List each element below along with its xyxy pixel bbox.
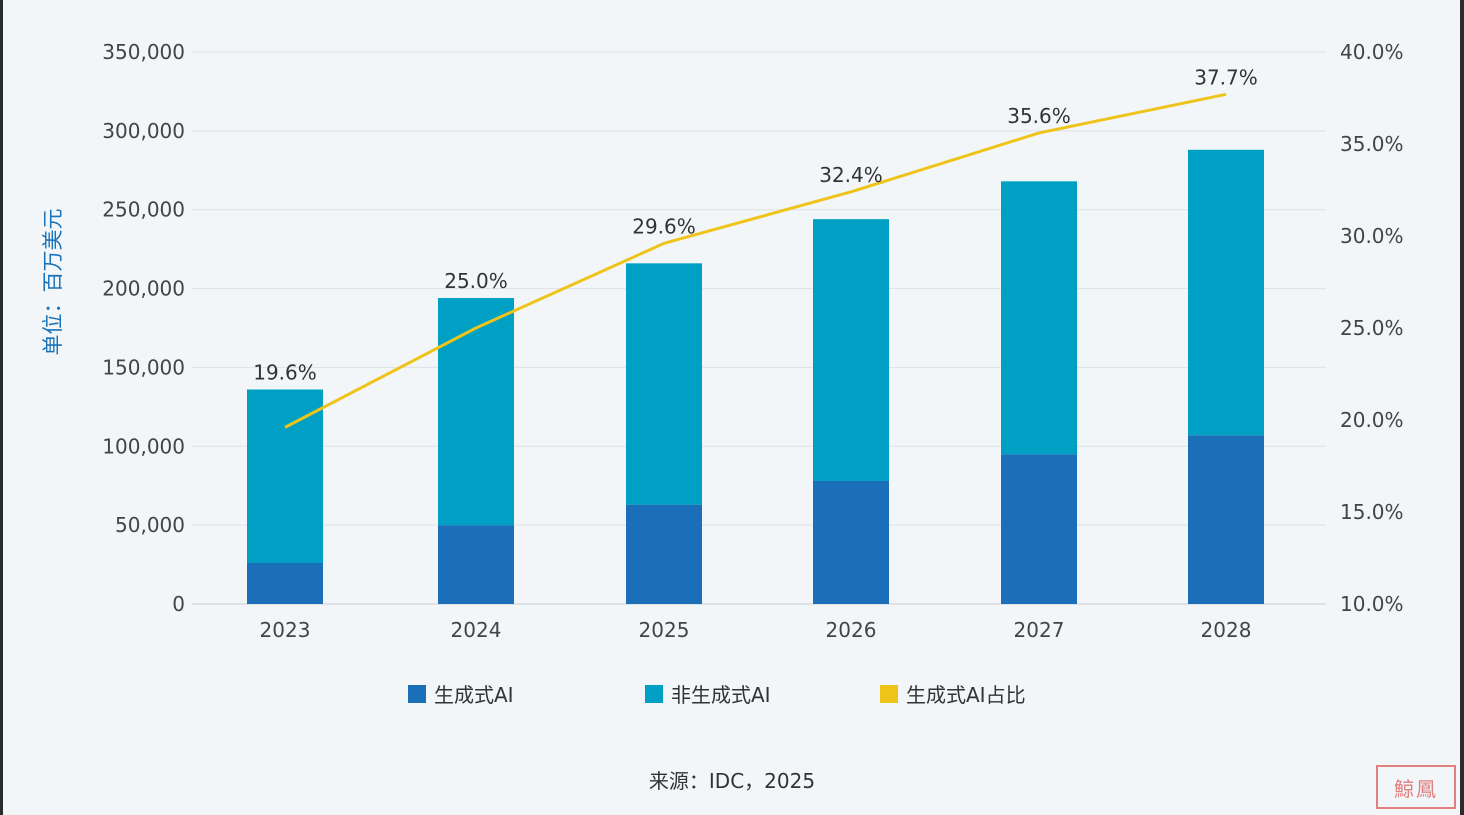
share-data-label: 25.0%: [444, 269, 508, 293]
x-tick-label: 2026: [826, 618, 877, 642]
legend-swatch: [880, 684, 898, 703]
share-data-label: 19.6%: [253, 361, 317, 385]
window-edge: [0, 0, 3, 815]
legend-label: 生成式AI占比: [906, 683, 1026, 707]
y2-tick-label: 25.0%: [1340, 316, 1404, 340]
y-tick-label: 0: [172, 592, 185, 616]
x-axis-ticks: 2023 2024 2025 2026 2027 2028: [260, 618, 1252, 642]
y2-tick-label: 35.0%: [1340, 132, 1404, 156]
bars: [247, 149, 1264, 604]
bar-genai: [247, 562, 323, 604]
bar-genai: [438, 525, 514, 604]
bar-non-genai: [626, 263, 702, 505]
share-line: [284, 92, 1227, 429]
x-tick-label: 2025: [639, 618, 690, 642]
bar-genai: [626, 504, 702, 604]
gridlines: [192, 51, 1326, 605]
x-tick-label: 2028: [1201, 618, 1252, 642]
legend-item-genai: 生成式AI: [408, 679, 514, 708]
left-axis-ticks: 0 50,000 100,000 150,000 200,000 250,000 300,0…: [102, 40, 185, 616]
share-data-label: 29.6%: [632, 214, 696, 238]
legend-item-non-genai: 非生成式AI: [645, 679, 771, 708]
legend-swatch: [645, 684, 663, 703]
data-labels: 19.6% 25.0% 29.6% 32.4% 35.6% 37.7%: [253, 65, 1258, 384]
legend: 生成式AI 非生成式AI 生成式AI占比: [0, 679, 1464, 709]
bar-non-genai: [247, 389, 323, 563]
share-data-label: 37.7%: [1194, 65, 1258, 89]
y-tick-label: 50,000: [115, 513, 185, 537]
bar-genai: [813, 480, 889, 604]
x-tick-label: 2023: [260, 618, 311, 642]
legend-label: 生成式AI: [434, 683, 514, 707]
bar-non-genai: [813, 219, 889, 481]
bar-non-genai: [1001, 181, 1077, 455]
y2-tick-label: 20.0%: [1340, 408, 1404, 432]
y-tick-label: 200,000: [102, 277, 185, 301]
legend-label: 非生成式AI: [671, 683, 771, 707]
bar-non-genai: [1188, 149, 1264, 436]
y-tick-label: 300,000: [102, 119, 185, 143]
legend-swatch: [408, 684, 426, 703]
y-tick-label: 350,000: [102, 40, 185, 64]
share-data-label: 35.6%: [1007, 104, 1071, 128]
legend-item-share: 生成式AI占比: [880, 679, 1026, 708]
x-tick-label: 2024: [451, 618, 502, 642]
y2-tick-label: 40.0%: [1340, 40, 1404, 64]
y2-tick-label: 10.0%: [1340, 592, 1404, 616]
chart: 0 50,000 100,000 150,000 200,000 250,000 300,0…: [41, 40, 1404, 642]
bar-genai: [1001, 454, 1077, 604]
right-axis-ticks: 10.0% 15.0% 20.0% 25.0% 30.0% 35.0% 40.0%: [1340, 40, 1404, 616]
x-tick-label: 2027: [1014, 618, 1065, 642]
window-edge: [1460, 0, 1464, 815]
share-data-label: 32.4%: [819, 163, 883, 187]
y-tick-label: 100,000: [102, 434, 185, 458]
bar-genai: [1188, 435, 1264, 604]
share-line-path: [284, 92, 1227, 429]
y2-tick-label: 30.0%: [1340, 224, 1404, 248]
y-tick-label: 250,000: [102, 198, 185, 222]
y-axis-label: 单位：百万美元: [41, 209, 65, 356]
y2-tick-label: 15.0%: [1340, 500, 1404, 524]
source-note: 来源：IDC，2025: [648, 769, 816, 793]
watermark-stamp: 鯨鳳: [1376, 765, 1456, 809]
bar-non-genai: [438, 298, 514, 526]
y-tick-label: 150,000: [102, 355, 185, 379]
